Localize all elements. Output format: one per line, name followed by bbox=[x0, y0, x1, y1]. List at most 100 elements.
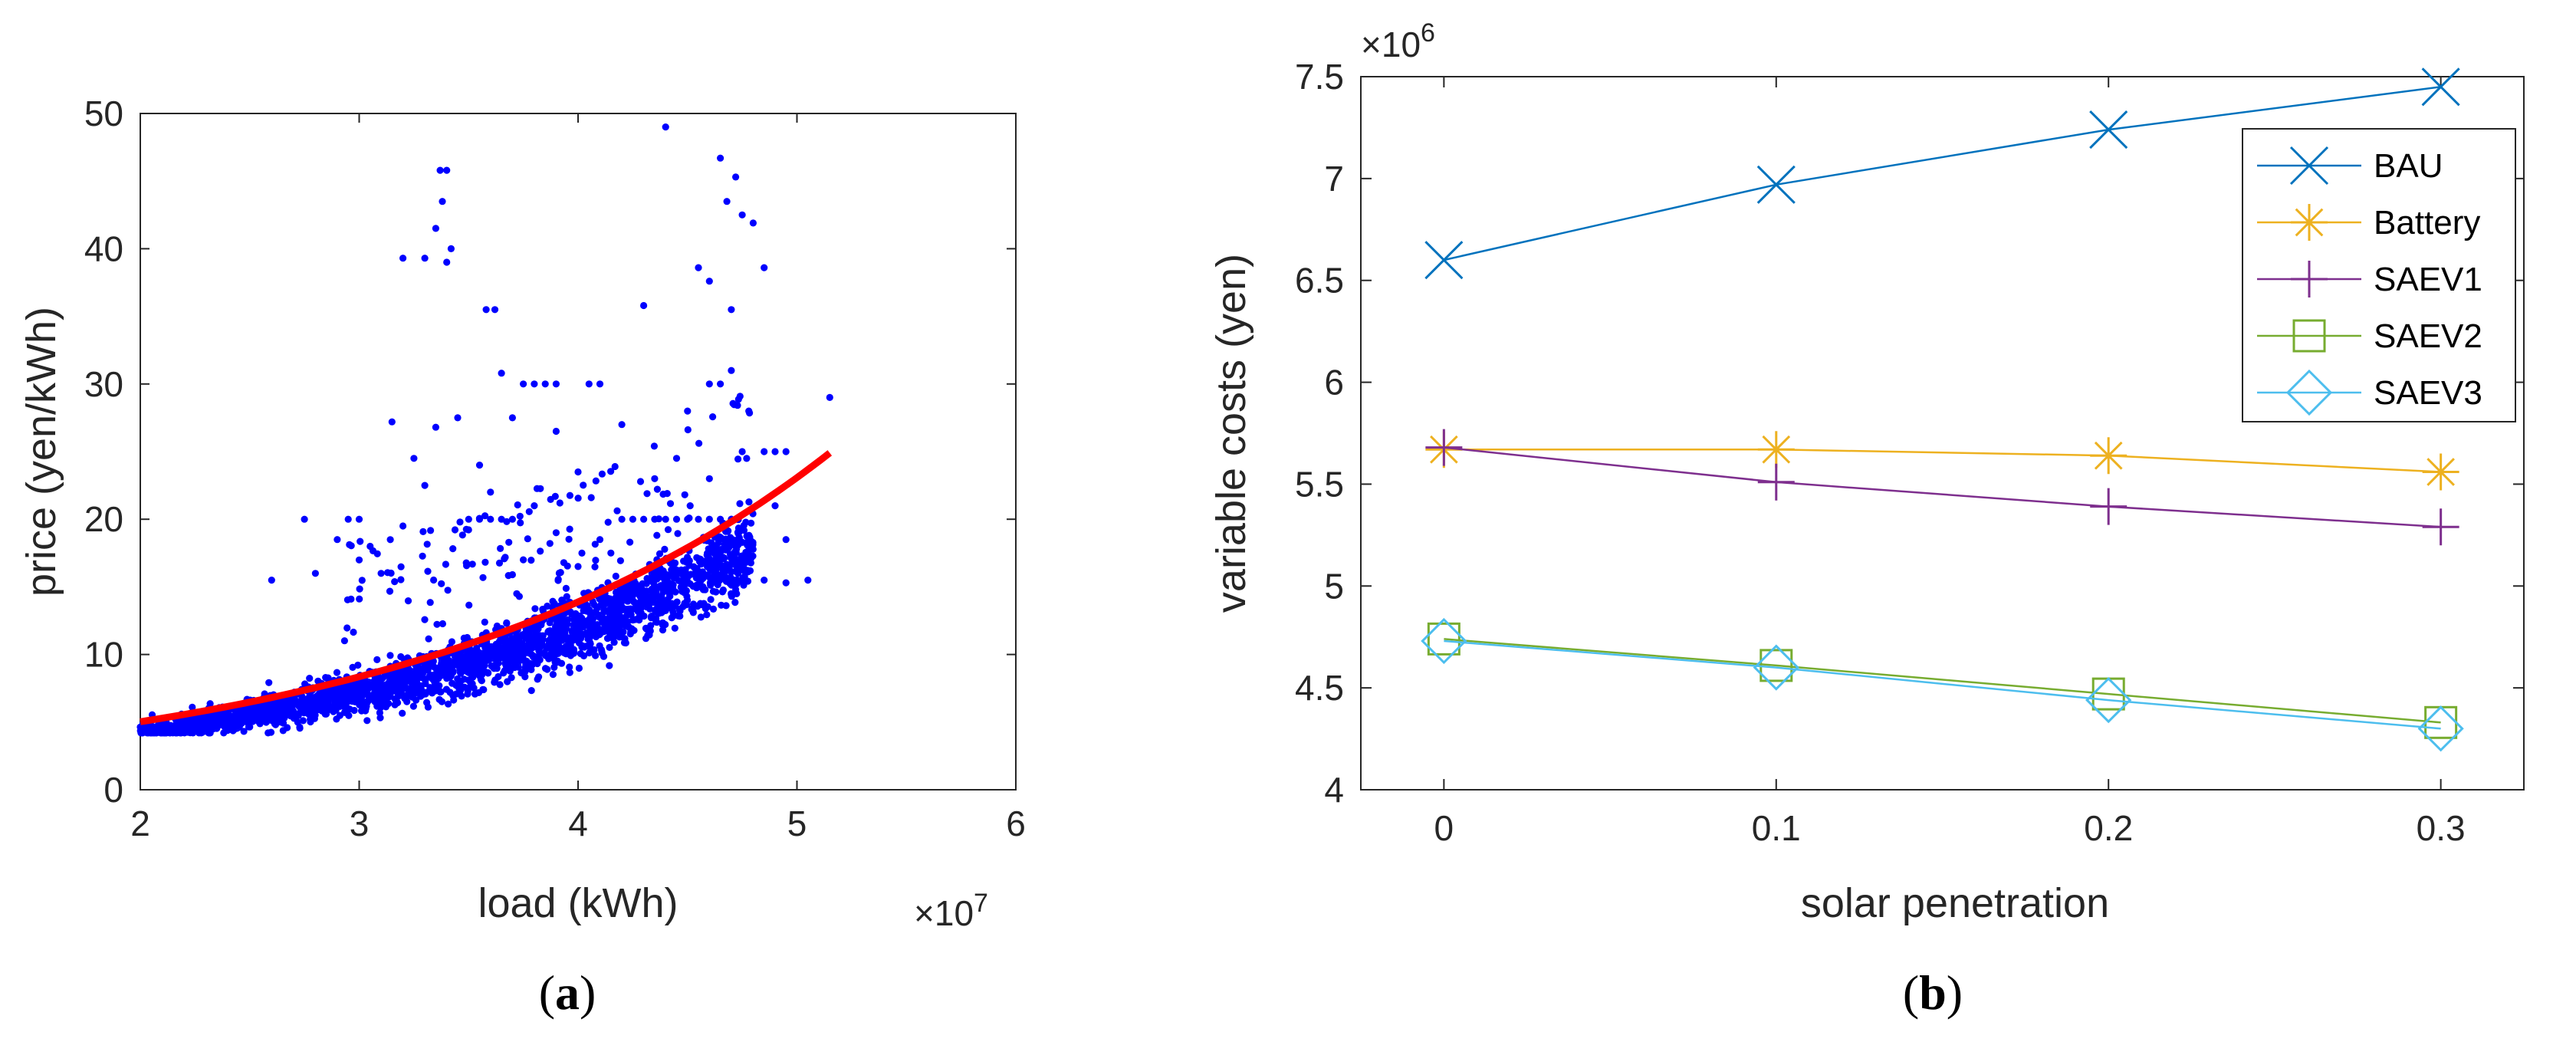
scatter-point bbox=[470, 658, 478, 666]
scatter-point bbox=[301, 515, 308, 523]
panel-b-caption: (b) bbox=[1903, 965, 1963, 1020]
scatter-point bbox=[433, 620, 441, 628]
scatter-point bbox=[771, 502, 779, 510]
scatter-point bbox=[761, 264, 768, 271]
scatter-point bbox=[443, 668, 451, 676]
scatter-point bbox=[686, 580, 694, 588]
scatter-point bbox=[646, 593, 653, 601]
scatter-point bbox=[410, 455, 418, 462]
scatter-point bbox=[148, 726, 156, 734]
scatter-point bbox=[457, 653, 465, 661]
scatter-point bbox=[456, 518, 464, 526]
scatter-point bbox=[163, 729, 170, 737]
scatter-point bbox=[592, 557, 600, 564]
scatter-point bbox=[709, 587, 718, 595]
scatter-point bbox=[527, 687, 535, 695]
scatter-point bbox=[458, 661, 466, 669]
scatter-point bbox=[547, 495, 554, 504]
scatter-point bbox=[552, 380, 560, 388]
scatter-point bbox=[386, 672, 393, 679]
scatter-point bbox=[443, 166, 451, 174]
scatter-point bbox=[724, 528, 731, 535]
scatter-point bbox=[662, 620, 669, 629]
panel-b-x-ticks: 0 0.1 0.2 0.3 bbox=[1434, 77, 2466, 848]
scatter-point bbox=[471, 690, 479, 698]
scatter-point bbox=[475, 515, 484, 523]
scatter-point bbox=[445, 700, 452, 708]
scatter-point bbox=[662, 123, 669, 131]
scatter-point bbox=[728, 593, 736, 600]
series-saev1 bbox=[1425, 429, 2459, 546]
scatter-point bbox=[649, 579, 658, 587]
legend-item: SAEV3 bbox=[2257, 369, 2482, 416]
marker-x-strokes bbox=[2089, 110, 2128, 150]
scatter-point bbox=[488, 662, 495, 670]
scatter-point bbox=[504, 639, 512, 646]
scatter-point bbox=[386, 536, 394, 544]
scatter-point bbox=[659, 626, 667, 634]
scatter-point bbox=[374, 681, 382, 689]
scatter-point bbox=[663, 571, 671, 579]
panel-b-y-multiplier-exponent: 6 bbox=[1421, 18, 1435, 48]
scatter-point bbox=[600, 614, 607, 622]
panel-a-y-tick-label: 0 bbox=[104, 770, 123, 810]
scatter-point bbox=[350, 628, 357, 636]
scatter-point bbox=[524, 535, 531, 543]
scatter-point bbox=[546, 619, 554, 626]
scatter-point bbox=[353, 695, 360, 702]
scatter-point bbox=[399, 709, 406, 717]
scatter-point bbox=[432, 687, 439, 695]
scatter-point bbox=[733, 556, 741, 564]
scatter-point bbox=[529, 660, 537, 668]
scatter-point bbox=[611, 462, 619, 471]
scatter-point bbox=[707, 581, 715, 589]
scatter-point bbox=[707, 596, 715, 603]
scatter-point bbox=[366, 542, 374, 551]
scatter-point bbox=[259, 715, 267, 723]
scatter-point bbox=[664, 600, 672, 607]
scatter-point bbox=[651, 515, 659, 523]
scatter-point bbox=[574, 612, 582, 620]
scatter-point bbox=[704, 550, 712, 557]
scatter-point bbox=[525, 649, 533, 656]
scatter-point bbox=[472, 665, 479, 673]
scatter-point bbox=[738, 211, 746, 219]
legend-marker bbox=[2291, 261, 2328, 297]
scatter-point bbox=[566, 663, 573, 671]
scatter-point bbox=[525, 508, 533, 515]
scatter-point bbox=[446, 689, 454, 696]
scatter-point bbox=[686, 502, 694, 510]
scatter-point bbox=[324, 705, 332, 713]
scatter-point bbox=[391, 695, 399, 703]
scatter-point bbox=[676, 569, 684, 577]
scatter-point bbox=[627, 611, 635, 619]
scatter-point bbox=[643, 490, 651, 498]
scatter-point bbox=[736, 577, 744, 584]
scatter-point bbox=[549, 597, 557, 605]
scatter-point bbox=[421, 482, 429, 489]
scatter-point bbox=[196, 722, 203, 731]
scatter-point bbox=[607, 549, 615, 557]
scatter-point bbox=[568, 635, 576, 643]
scatter-point bbox=[388, 418, 396, 426]
scatter-point bbox=[430, 576, 438, 584]
scatter-point bbox=[586, 613, 595, 621]
scatter-point bbox=[481, 668, 488, 675]
scatter-point bbox=[287, 708, 294, 715]
panel-b-y-axis-label: variable costs (yen) bbox=[1208, 254, 1254, 613]
panel-a-x-ticks: 2 3 4 5 6 bbox=[130, 113, 1026, 843]
scatter-point bbox=[561, 623, 569, 632]
panel-b-y-tick-label: 5 bbox=[1324, 566, 1344, 606]
scatter-point bbox=[189, 703, 196, 712]
panel-b-legend-items: BAU Battery SAEV1 SAEV2 SAEV3 bbox=[2257, 146, 2482, 416]
scatter-point bbox=[424, 567, 432, 575]
scatter-point bbox=[156, 729, 165, 737]
scatter-point bbox=[404, 667, 412, 675]
scatter-point bbox=[513, 590, 521, 597]
scatter-point bbox=[541, 380, 549, 388]
scatter-point bbox=[503, 619, 511, 627]
scatter-point bbox=[552, 427, 560, 436]
scatter-point bbox=[399, 522, 407, 530]
scatter-point bbox=[436, 166, 444, 174]
scatter-point bbox=[562, 616, 570, 624]
